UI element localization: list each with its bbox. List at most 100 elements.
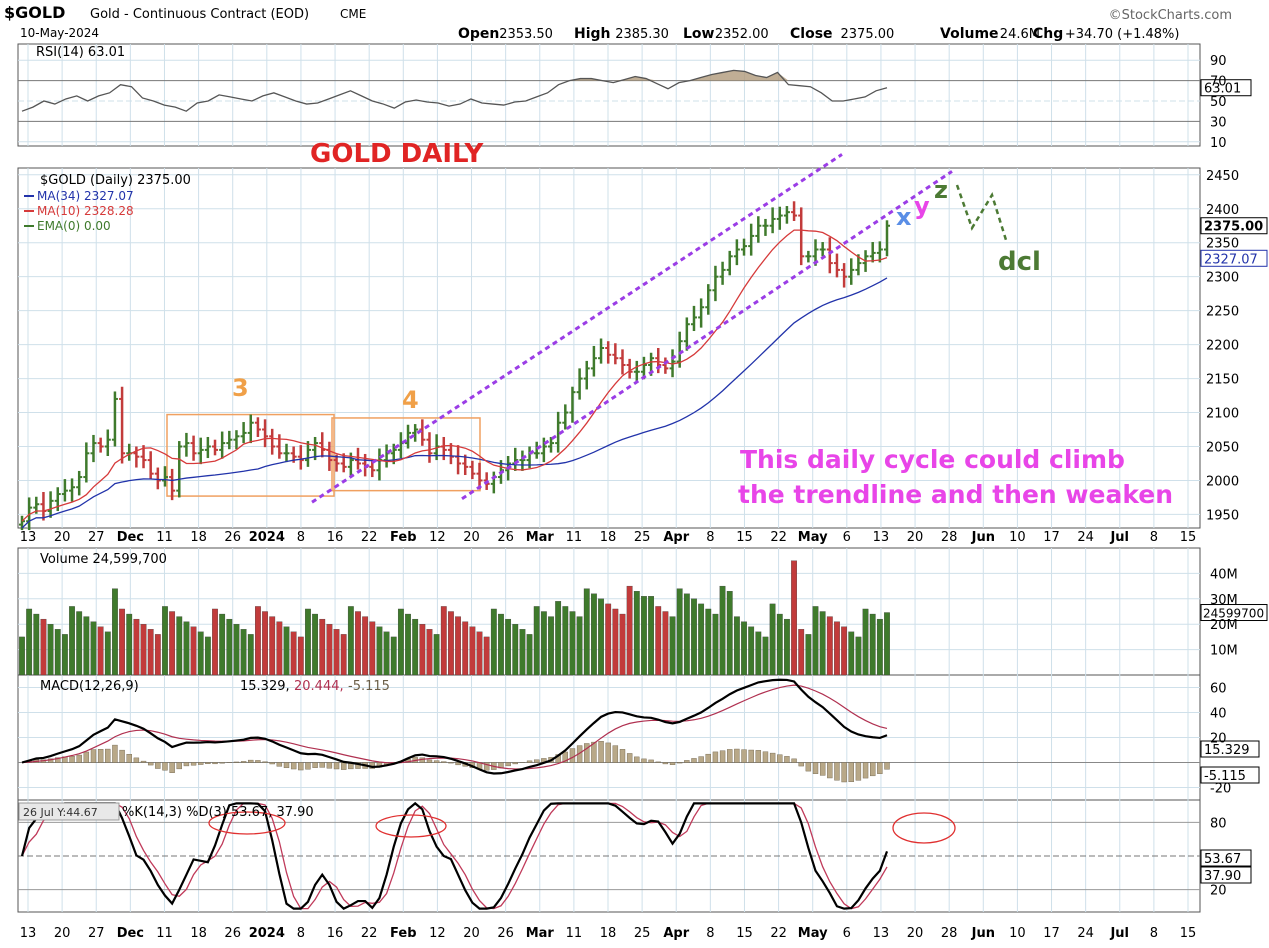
macd-hist-bar (483, 762, 490, 771)
macd-panel: 15.329 -5.115 (21, 678, 1260, 784)
volume-bar (319, 618, 326, 676)
macd-hist-bar (255, 760, 261, 763)
x-tick-label: 16 (327, 530, 344, 545)
macd-hist-bar (219, 762, 225, 764)
price-bar (633, 360, 640, 382)
price-bar (712, 265, 719, 302)
x-tick-label: 8 (1150, 926, 1158, 941)
price-bar (147, 451, 154, 480)
macd-line (21, 678, 888, 775)
price-bar (612, 343, 619, 365)
volume-bar (233, 624, 240, 676)
macd-hist-bar (791, 758, 797, 763)
stoch-tick-label: 80 (1210, 816, 1227, 831)
volume-bar (819, 611, 826, 676)
price-bar (133, 446, 140, 468)
price-bar (69, 478, 76, 502)
price-bar (605, 341, 612, 364)
volume-bar (112, 588, 118, 676)
macd-hist-bar (441, 761, 447, 763)
macd-hist-bar (448, 762, 454, 764)
macd-hist-bar (805, 762, 812, 772)
macd-hist-bar (848, 762, 854, 783)
svg-text:Volume: Volume (940, 26, 999, 42)
svg-text:2352.00: 2352.00 (715, 27, 769, 42)
macd-hist-bar (827, 762, 833, 779)
price-bar (748, 223, 755, 256)
symbol-title: $GOLD (4, 3, 65, 22)
price-panel: 2375.00 2327.07 (19, 153, 1268, 531)
stoch-highlight-ellipse (208, 811, 286, 835)
x-tick-label: Feb (390, 926, 416, 941)
macd-hist-bar (112, 744, 118, 763)
price-bar (841, 263, 848, 288)
macd-hist-bar (755, 750, 762, 763)
price-bar (741, 238, 748, 256)
volume-bar (240, 629, 247, 676)
x-tick-label: 18 (190, 530, 207, 545)
x-tick-label: 15 (736, 926, 753, 941)
price-tick-label: 2050 (1206, 440, 1239, 455)
price-bar (412, 424, 419, 442)
macd-hist-bar (641, 758, 647, 763)
macd-hist-bar (69, 755, 75, 763)
macd-hist-bar (147, 762, 154, 766)
volume-bar (19, 636, 25, 676)
volume-bar (69, 606, 75, 676)
macd-hist-bar (877, 762, 883, 774)
x-tick-label: 22 (770, 530, 787, 545)
macd-hist-bar (305, 762, 311, 770)
price-bar (283, 443, 290, 463)
price-bar (583, 360, 590, 390)
price-bar (119, 386, 126, 464)
x-tick-label: 22 (361, 530, 378, 545)
macd-hist-bar (777, 754, 783, 763)
price-bar (690, 305, 697, 332)
macd-hist-bar (705, 753, 711, 763)
x-tick-label: Jun (971, 926, 995, 941)
price-bar (755, 216, 762, 243)
x-tick-label: 15 (1180, 926, 1197, 941)
price-bar (676, 331, 683, 368)
price-bar (884, 220, 890, 257)
price-bar (140, 445, 147, 469)
rsi-tick-label: 30 (1210, 115, 1227, 130)
macd-hist-bar (97, 749, 104, 763)
price-bar (555, 411, 562, 453)
x-tick-label: 18 (600, 926, 617, 941)
macd-hist-bar (433, 760, 440, 763)
x-tick-label: 13 (873, 926, 890, 941)
macd-hist-bar (155, 762, 161, 769)
x-tick-label: 22 (361, 926, 378, 941)
rsi-line (21, 69, 888, 112)
x-tick-label: 2024 (249, 926, 285, 941)
svg-text:2353.50: 2353.50 (499, 27, 553, 42)
price-bar (190, 435, 197, 461)
volume-label: Volume 24,599,700 (40, 552, 167, 567)
price-bar (262, 419, 269, 448)
volume-bar (562, 606, 569, 676)
ma-badge (1200, 249, 1268, 267)
volume-bar (683, 593, 690, 676)
macd-hist-bar (569, 748, 576, 763)
price-tick-label: 2150 (1206, 373, 1239, 388)
volume-tick-label: 30M (1210, 593, 1238, 608)
volume-bar (405, 613, 411, 676)
x-tick-label: 16 (327, 926, 344, 941)
volume-bar (548, 616, 554, 676)
price-bar (533, 441, 540, 459)
legend-entry: EMA(0) 0.00 (37, 219, 111, 233)
volume-bar (598, 598, 604, 676)
macd-hist-bar (105, 748, 111, 763)
svg-text:2375.00: 2375.00 (1204, 220, 1263, 235)
price-bar (219, 431, 226, 459)
volume-bar (490, 608, 497, 676)
price-bar (197, 437, 204, 465)
volume-bar (498, 613, 504, 676)
price-bar (226, 430, 233, 450)
volume-bar (841, 626, 848, 676)
macd-hist-bar (870, 762, 876, 777)
x-tick-label: 8 (297, 926, 305, 941)
macd-hist-bar (140, 760, 147, 763)
